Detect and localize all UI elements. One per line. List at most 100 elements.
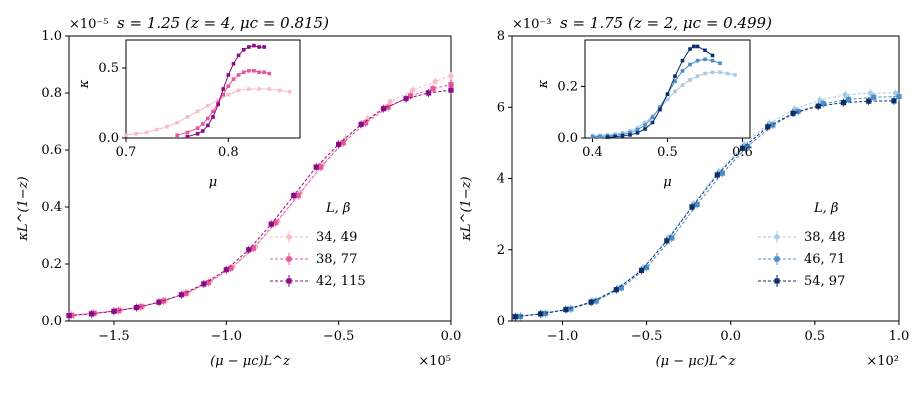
- data-point: [387, 98, 393, 105]
- legend-label: 38, 48: [804, 230, 845, 245]
- inset-data-point: [236, 88, 241, 93]
- inset-y-tick-label: 0.0: [557, 131, 578, 146]
- data-point: [744, 143, 751, 150]
- inset-y-label: κ: [536, 79, 551, 89]
- inset-data-point: [200, 129, 205, 133]
- inset-data-point: [175, 133, 179, 137]
- y-axis-label: κL^(1−z): [16, 176, 31, 241]
- data-point: [638, 267, 645, 274]
- inset-x-tick-label: 0.5: [657, 145, 678, 160]
- inset-x-tick-label: 0.6: [732, 145, 753, 160]
- inset-data-point: [221, 92, 226, 97]
- inset-data-point: [598, 134, 602, 139]
- inset-data-point: [185, 130, 190, 135]
- data-point: [246, 247, 252, 253]
- data-point: [273, 220, 279, 226]
- legend-marker: [774, 234, 780, 240]
- inset-data-point: [185, 134, 190, 139]
- inset-data-point: [695, 58, 700, 63]
- inset-data-point: [691, 44, 696, 49]
- inset-data-point: [688, 47, 692, 51]
- inset-data-point: [695, 44, 700, 49]
- inset-data-point: [226, 92, 231, 97]
- inset-data-point: [241, 48, 246, 52]
- data-point: [291, 193, 297, 199]
- inset-data-point: [613, 134, 617, 139]
- data-point: [407, 93, 414, 99]
- inset-y-tick-label: 0.0: [98, 131, 119, 146]
- x-multiplier-label: ×10²: [866, 354, 899, 369]
- data-point: [891, 98, 897, 104]
- inset-data-point: [703, 71, 707, 76]
- data-point: [867, 90, 873, 96]
- x-tick-label: −0.5: [631, 329, 663, 344]
- x-tick-label: −1.0: [547, 329, 579, 344]
- legend-marker: [286, 256, 292, 262]
- data-point: [840, 100, 847, 106]
- inset-data-point: [226, 73, 231, 77]
- data-point: [403, 96, 409, 102]
- series-line-0: [516, 92, 896, 317]
- data-point: [385, 104, 391, 110]
- y-offset-label: ×10⁻⁵: [69, 17, 109, 32]
- inset-data-point: [695, 74, 700, 78]
- inset-data-point: [195, 126, 200, 130]
- data-point: [268, 221, 274, 227]
- legend-label: 34, 49: [316, 230, 357, 245]
- y-tick-label: 4: [497, 172, 505, 187]
- legend-label: 46, 71: [804, 252, 845, 267]
- data-point: [133, 305, 140, 311]
- inset-data-point: [665, 97, 670, 102]
- inset-data-point: [673, 79, 677, 84]
- inset-data-point: [221, 87, 226, 91]
- y-axis-label: κL^(1−z): [459, 176, 474, 241]
- chart-title: s = 1.75 (z = 2, μc = 0.499): [560, 14, 772, 32]
- inset-frame: [125, 39, 301, 139]
- data-point: [820, 101, 826, 107]
- inset-data-point: [710, 70, 715, 75]
- inset-data-point: [257, 70, 261, 74]
- y-offset-label: ×10⁻³: [512, 17, 552, 32]
- inset-data-point: [185, 115, 190, 119]
- x-tick-label: −1.5: [98, 329, 130, 344]
- inset-data-point: [643, 120, 647, 125]
- y-tick-label: 0.2: [41, 257, 62, 272]
- inset-data-point: [673, 74, 677, 78]
- data-point: [205, 279, 211, 286]
- y-tick-label: 0.0: [41, 314, 62, 329]
- inset-y-label: κ: [77, 79, 92, 89]
- inset-data-point: [231, 77, 236, 81]
- inset-data-point: [658, 105, 662, 109]
- legend-title: L, β: [325, 201, 350, 216]
- data-point: [111, 308, 117, 314]
- inset-data-point: [216, 98, 220, 102]
- inset-data-point: [650, 120, 655, 125]
- inset-data-point: [195, 109, 200, 114]
- legend-marker: [286, 234, 292, 240]
- x-axis-label: (μ − μc)L^z: [210, 354, 290, 369]
- data-point: [88, 311, 95, 317]
- y-tick-label: 0.6: [41, 143, 62, 158]
- legend-marker: [774, 278, 780, 284]
- inset-data-point: [200, 122, 205, 126]
- inset-data-point: [718, 70, 722, 75]
- inset-data-point: [206, 123, 210, 128]
- data-point: [694, 201, 700, 208]
- series-line-2: [515, 100, 894, 318]
- data-point: [318, 164, 324, 170]
- inset-data-point: [252, 69, 256, 73]
- inset-data-point: [665, 92, 670, 96]
- y-tick-label: 2: [497, 243, 505, 258]
- inset-data-point: [710, 58, 715, 63]
- data-point: [871, 94, 877, 100]
- data-point: [358, 121, 364, 127]
- data-point: [588, 299, 594, 305]
- chart-title: s = 1.25 (z = 4, μc = 0.815): [117, 14, 329, 32]
- inset-data-point: [643, 127, 647, 131]
- inset-data-point: [688, 78, 692, 82]
- x-multiplier-label: ×10⁵: [418, 354, 451, 369]
- data-point: [613, 287, 619, 293]
- inset-x-label: μ: [209, 175, 217, 190]
- data-point: [430, 86, 436, 92]
- data-point: [770, 122, 776, 128]
